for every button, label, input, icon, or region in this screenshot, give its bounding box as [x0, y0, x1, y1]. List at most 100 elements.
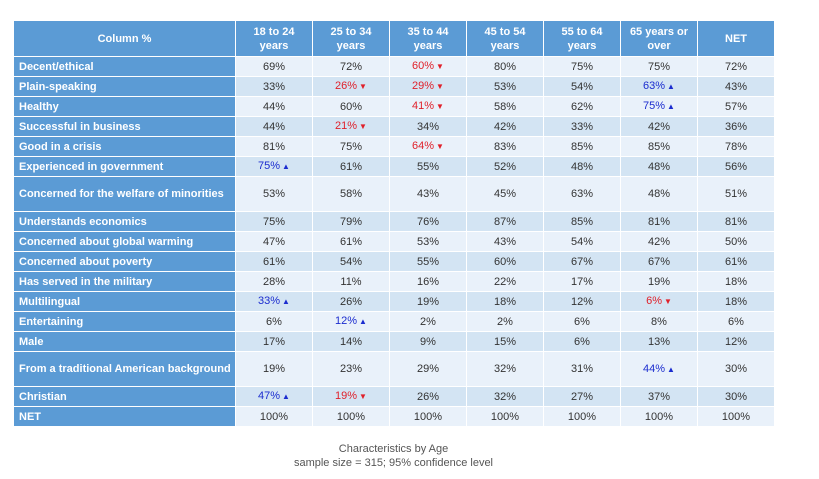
row-label: Multilingual — [14, 292, 235, 311]
cell-value: 33% — [262, 80, 286, 93]
cell-value: 76% — [416, 215, 440, 228]
crosstab-table: Column % 18 to 24 years 25 to 34 years 3… — [13, 20, 775, 427]
table-row: Concerned about global warming 47% 61% 53% 4… — [14, 232, 774, 251]
cell-value: 67% — [570, 255, 594, 268]
table-cell: 45% — [467, 177, 543, 211]
cell-value: 2% — [497, 315, 513, 328]
cell-value: 41% — [412, 100, 435, 112]
column-header: NET — [698, 21, 774, 56]
table-cell: 22% — [467, 272, 543, 291]
cell-value: 28% — [262, 275, 286, 288]
cell-value: 22% — [493, 275, 517, 288]
arrow-up-icon: ▲ — [282, 392, 290, 401]
cell-value: 79% — [339, 215, 363, 228]
column-header: 18 to 24 years — [236, 21, 312, 56]
cell-value: 58% — [493, 100, 517, 113]
table-cell: 53% — [390, 232, 466, 251]
cell-value: 100% — [567, 410, 597, 423]
table-cell: 23% — [313, 352, 389, 386]
table-cell: 55% — [390, 252, 466, 271]
table-cell: 2% — [390, 312, 466, 331]
header-row: Column % 18 to 24 years 25 to 34 years 3… — [14, 21, 774, 56]
cell-value: 48% — [570, 160, 594, 173]
row-label: Concerned about poverty — [14, 252, 235, 271]
table-cell: 69% — [236, 57, 312, 76]
cell-value: 33% — [258, 295, 281, 307]
table-cell: 60% — [467, 252, 543, 271]
cell-value: 78% — [724, 140, 748, 153]
table-cell: 34% — [390, 117, 466, 136]
table-cell: 75% ▲ — [236, 157, 312, 176]
table-cell: 48% — [544, 157, 620, 176]
table-cell: 43% — [698, 77, 774, 96]
table-cell: 37% — [621, 387, 697, 406]
cell-value: 14% — [339, 335, 363, 348]
cell-value: 19% — [416, 295, 440, 308]
table-cell: 80% — [467, 57, 543, 76]
cell-value: 21% — [335, 120, 358, 132]
table-row: Healthy 44% 60% 41% ▼ 58% 62% 75% ▲ 57% — [14, 97, 774, 116]
table-cell: 75% — [313, 137, 389, 156]
table-cell: 85% — [621, 137, 697, 156]
table-cell: 56% — [698, 157, 774, 176]
table-cell: 100% — [544, 407, 620, 426]
cell-value: 63% — [570, 188, 594, 200]
table-cell: 6% ▼ — [621, 292, 697, 311]
table-cell: 54% — [313, 252, 389, 271]
table-cell: 13% — [621, 332, 697, 351]
cell-value: 8% — [651, 315, 667, 328]
table-cell: 44% — [236, 117, 312, 136]
cell-value: 72% — [724, 60, 748, 73]
table-cell: 26% — [390, 387, 466, 406]
table-cell: 19% — [236, 352, 312, 386]
cell-value: 44% — [262, 100, 286, 113]
table-cell: 53% — [236, 177, 312, 211]
cell-value: 43% — [416, 188, 440, 200]
cell-value: 75% — [647, 60, 671, 73]
cell-value: 60% — [339, 100, 363, 113]
table-cell: 42% — [621, 117, 697, 136]
cell-value: 81% — [724, 215, 748, 228]
cell-value: 6% — [728, 315, 744, 328]
table-cell: 100% — [390, 407, 466, 426]
row-label: Understands economics — [14, 212, 235, 231]
row-label: Has served in the military — [14, 272, 235, 291]
table-cell: 27% — [544, 387, 620, 406]
cell-value: 100% — [490, 410, 520, 423]
table-cell: 6% — [236, 312, 312, 331]
cell-value: 12% — [724, 335, 748, 348]
cell-value: 67% — [647, 255, 671, 268]
cell-value: 45% — [493, 188, 517, 200]
table-cell: 75% ▲ — [621, 97, 697, 116]
cell-value: 87% — [493, 215, 517, 228]
cell-value: 61% — [262, 255, 286, 268]
table-cell: 2% — [467, 312, 543, 331]
table-cell: 61% — [313, 157, 389, 176]
cell-value: 15% — [493, 335, 517, 348]
table-cell: 18% — [698, 272, 774, 291]
cell-value: 37% — [647, 390, 671, 403]
table-cell: 17% — [236, 332, 312, 351]
row-label: Male — [14, 332, 235, 351]
table-cell: 87% — [467, 212, 543, 231]
table-row: Plain-speaking 33% 26% ▼ 29% ▼ 53% 54% 63% ▲ 43% — [14, 77, 774, 96]
cell-value: 12% — [335, 315, 358, 327]
table-cell: 18% — [467, 292, 543, 311]
cell-value: 85% — [570, 140, 594, 153]
column-header: 65 years or over — [621, 21, 697, 56]
cell-value: 75% — [643, 100, 666, 112]
row-label: Plain-speaking — [14, 77, 235, 96]
table-row: Multilingual 33% ▲ 26% 19% 18% 12% 6% ▼ 18% — [14, 292, 774, 311]
cell-value: 23% — [339, 363, 363, 375]
table-cell: 81% — [698, 212, 774, 231]
cell-value: 100% — [259, 410, 289, 423]
cell-value: 42% — [647, 235, 671, 248]
table-cell: 44% ▲ — [621, 352, 697, 386]
cell-value: 29% — [416, 363, 440, 375]
table-cell: 41% ▼ — [390, 97, 466, 116]
table-cell: 81% — [236, 137, 312, 156]
table-cell: 67% — [544, 252, 620, 271]
table-row: Christian 47% ▲ 19% ▼ 26% 32% 27% 37% 30% — [14, 387, 774, 406]
chart-title: Characteristics by Age — [338, 443, 449, 455]
arrow-down-icon: ▼ — [436, 62, 444, 71]
